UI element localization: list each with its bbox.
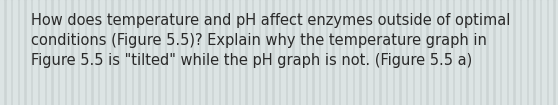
Text: How does temperature and pH affect enzymes outside of optimal
conditions (Figure: How does temperature and pH affect enzym… — [31, 13, 510, 68]
